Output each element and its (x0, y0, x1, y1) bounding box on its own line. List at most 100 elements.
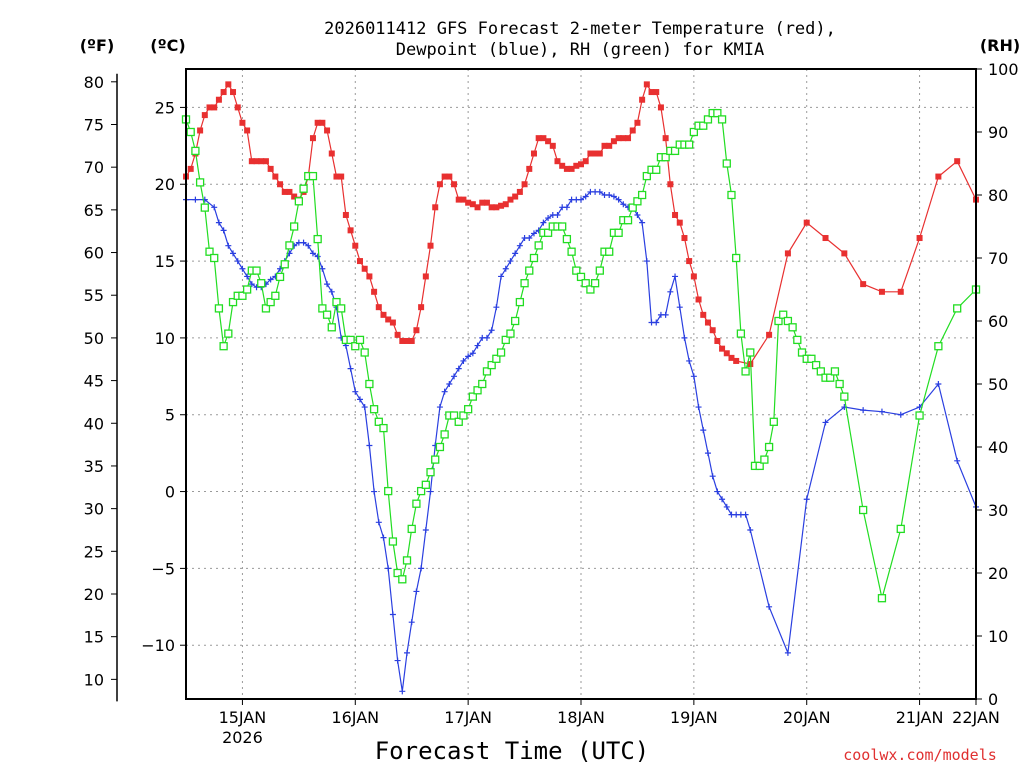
dewpoint-point (719, 496, 726, 503)
dewpoint-point (192, 196, 199, 203)
dewpoint-point (239, 265, 246, 272)
temperature-point (436, 181, 443, 188)
dewpoint-point (380, 534, 387, 541)
rh-point (332, 297, 341, 307)
temperature-point (559, 162, 566, 169)
rh-tick-label: 20 (988, 564, 1008, 583)
celsius-tick-label: 15 (155, 252, 175, 271)
rh-point (402, 556, 412, 565)
temperature-point (258, 158, 265, 165)
dewpoint-point (309, 250, 316, 257)
rh-point (440, 430, 449, 439)
rh-point (482, 367, 492, 376)
temperature-point (700, 311, 707, 318)
rh-point (628, 203, 637, 212)
rh-point (586, 285, 595, 294)
rh-point (271, 291, 280, 300)
x-tick-label: 21JAN (896, 708, 944, 727)
rh-point (238, 291, 247, 300)
rh-point (534, 241, 543, 250)
dewpoint-point (394, 657, 401, 664)
temperature-point (916, 235, 923, 242)
rh-point (492, 354, 501, 363)
temperature-point (690, 273, 697, 280)
dewpoint-point (878, 408, 885, 415)
dewpoint-point (502, 265, 509, 272)
rh-point (210, 253, 219, 263)
temperature-point (667, 181, 674, 188)
temperature-point (324, 127, 331, 134)
temperature-point (432, 204, 439, 211)
dewpoint-point (404, 649, 411, 656)
rh-point (652, 165, 661, 174)
temperature-point (530, 150, 537, 157)
dewpoint-point (389, 611, 396, 618)
rh-point (732, 253, 741, 263)
dewpoint-point (465, 353, 472, 360)
rh-point (830, 367, 840, 376)
temperature-point (704, 319, 711, 326)
celsius-tick-label: 20 (155, 175, 175, 194)
fahrenheit-tick-label: 40 (84, 414, 104, 433)
x-tick-label: 19JAN (670, 708, 718, 727)
temperature-point (723, 350, 730, 357)
temperature-point (554, 158, 561, 165)
temperature-point (230, 89, 237, 96)
fahrenheit-tick-label: 55 (84, 286, 104, 305)
temperature-point (878, 288, 885, 295)
rh-point (703, 115, 713, 124)
temperature-point (653, 89, 660, 96)
x-tick-year-label: 2026 (222, 728, 263, 747)
rh-point (360, 348, 369, 357)
rh-point (896, 524, 905, 534)
rh-point (642, 171, 651, 181)
rh-point (313, 234, 322, 244)
fahrenheit-tick-label: 75 (84, 115, 104, 134)
plot-frame (185, 68, 977, 700)
rh-point (285, 241, 294, 250)
credit-text[interactable]: coolwx.com/models (843, 746, 997, 764)
celsius-tick-label: 10 (155, 329, 175, 348)
temperature-point (418, 304, 425, 311)
rh-point (280, 260, 289, 269)
temperature-point (352, 242, 359, 249)
rh-point (228, 297, 238, 307)
temperature-point (587, 150, 594, 157)
fahrenheit-tick-label: 60 (84, 244, 104, 263)
rh-point (736, 329, 746, 338)
dewpoint-point (526, 235, 533, 242)
dewpoint-point (248, 281, 255, 288)
dewpoint-point (305, 242, 312, 249)
temperature-point (399, 337, 406, 344)
temperature-point (535, 135, 542, 142)
rh-point (351, 342, 360, 351)
rh-point (576, 272, 586, 282)
rh-point (934, 342, 943, 351)
temperature-point (328, 150, 335, 157)
dewpoint-point (352, 388, 359, 395)
temperature-point (897, 288, 904, 295)
rh-point (379, 423, 388, 433)
temperature-point (526, 165, 533, 172)
dewpoint-point (460, 357, 467, 364)
chart-title-line1: 2026011412 GFS Forecast 2-meter Temperat… (324, 19, 836, 39)
rh-tick-label: 70 (988, 249, 1008, 268)
dewpoint-point (267, 276, 274, 283)
rh-point (605, 247, 614, 256)
rh-point (835, 379, 844, 389)
rh-point (741, 367, 750, 376)
rh-point (793, 335, 802, 345)
rh-point (520, 279, 529, 288)
rh-point (459, 411, 468, 420)
dewpoint-point (596, 188, 603, 195)
temperature-point (629, 127, 636, 134)
rh-point (463, 405, 473, 414)
rh-tick-label: 80 (988, 186, 1008, 205)
dewpoint-point (493, 304, 500, 311)
rh-point (779, 310, 788, 319)
rh-point (764, 442, 774, 452)
rh-point (186, 127, 195, 137)
fahrenheit-tick-label: 70 (84, 158, 104, 177)
rh-point (581, 279, 590, 288)
rh-point (384, 486, 393, 496)
